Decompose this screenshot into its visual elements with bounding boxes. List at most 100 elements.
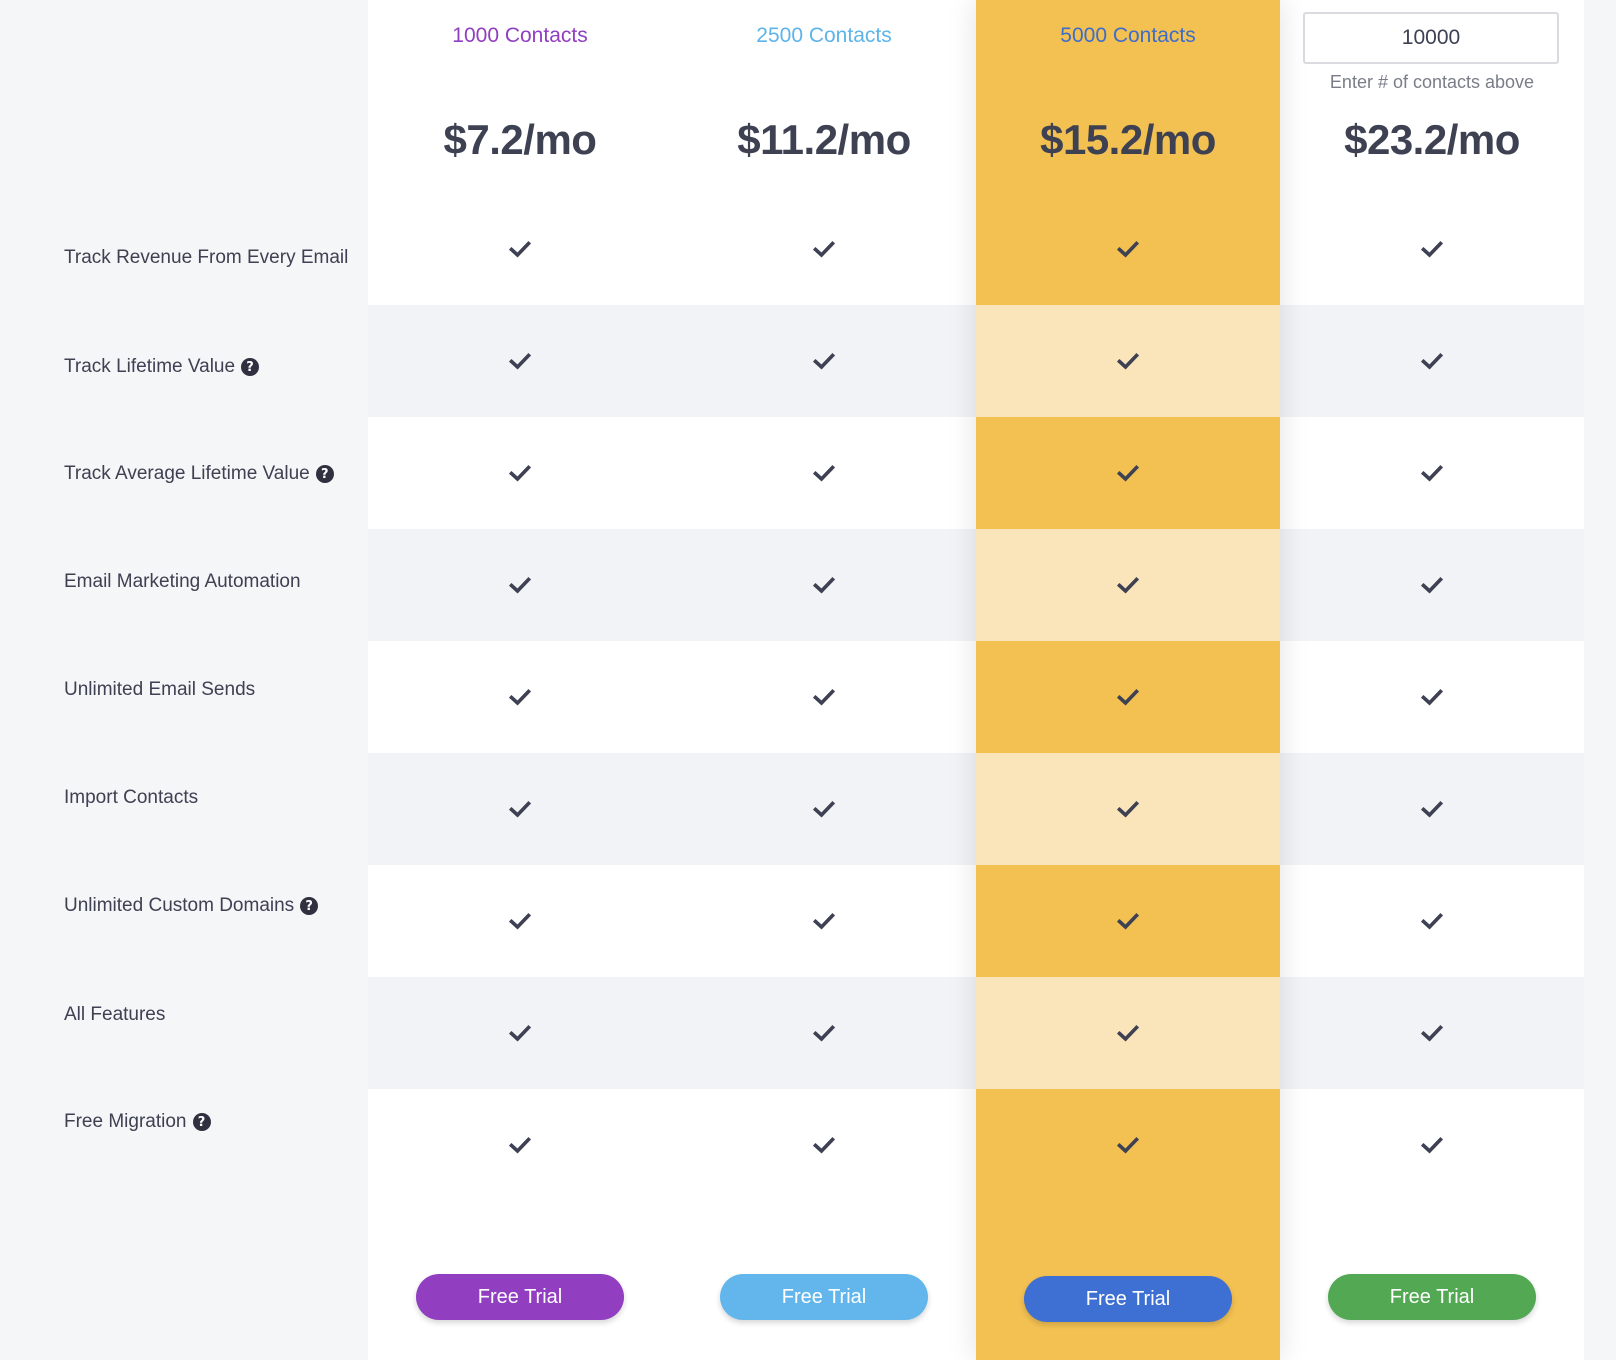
plan-title: 2500 Contacts	[756, 24, 892, 47]
feature-label: Track Average Lifetime Value?	[64, 463, 334, 485]
feature-check-cell	[672, 865, 976, 977]
feature-check-cell	[1280, 865, 1584, 977]
check-icon	[812, 352, 836, 370]
check-icon	[1420, 688, 1444, 706]
feature-check-cell	[1280, 417, 1584, 529]
feature-check-cell	[976, 865, 1280, 977]
check-icon	[508, 464, 532, 482]
check-icon	[508, 240, 532, 258]
check-icon	[508, 800, 532, 818]
feature-label: Track Revenue From Every Email	[64, 247, 348, 269]
feature-check-cell	[976, 977, 1280, 1089]
question-circle-icon[interactable]: ?	[241, 358, 260, 376]
feature-check-cell	[976, 193, 1280, 305]
check-icon	[1420, 352, 1444, 370]
feature-check-cell	[1280, 1089, 1584, 1201]
feature-label: Unlimited Custom Domains?	[64, 895, 319, 917]
feature-label-text: Track Average Lifetime Value	[64, 463, 310, 484]
feature-check-cell	[976, 753, 1280, 865]
check-icon	[1116, 688, 1140, 706]
contacts-count-input[interactable]	[1303, 12, 1559, 64]
check-icon	[1116, 464, 1140, 482]
feature-check-cell	[368, 417, 672, 529]
feature-check-cell	[1280, 641, 1584, 753]
feature-check-cell	[1280, 305, 1584, 417]
plan-title: 5000 Contacts	[1060, 24, 1196, 47]
feature-check-cell	[672, 305, 976, 417]
feature-check-cell	[368, 753, 672, 865]
feature-check-cell	[672, 753, 976, 865]
check-icon	[1116, 1136, 1140, 1154]
plan-title: 1000 Contacts	[452, 24, 588, 47]
feature-label: Email Marketing Automation	[64, 571, 301, 593]
feature-check-cell	[976, 641, 1280, 753]
feature-check-cell	[368, 977, 672, 1089]
plan-column: 1000 Contacts $7.2/mo Free Trial	[368, 0, 672, 1360]
feature-label: Track Lifetime Value?	[64, 356, 260, 378]
feature-check-cell	[976, 529, 1280, 641]
plan-price: $15.2/mo	[1040, 116, 1216, 163]
plan-price: $11.2/mo	[737, 116, 911, 163]
question-circle-icon[interactable]: ?	[300, 897, 319, 915]
feature-check-cell	[1280, 529, 1584, 641]
feature-label: Free Migration?	[64, 1111, 211, 1133]
question-circle-icon[interactable]: ?	[315, 465, 334, 483]
feature-check-cell	[1280, 977, 1584, 1089]
feature-label-text: All Features	[64, 1004, 166, 1025]
check-icon	[1420, 576, 1444, 594]
check-icon	[1420, 240, 1444, 258]
check-icon	[1116, 800, 1140, 818]
check-icon	[1420, 1024, 1444, 1042]
plan-price: $23.2/mo	[1344, 116, 1520, 163]
check-icon	[508, 1136, 532, 1154]
check-icon	[812, 1024, 836, 1042]
check-icon	[1420, 1136, 1444, 1154]
feature-check-cell	[368, 305, 672, 417]
check-icon	[1420, 464, 1444, 482]
check-icon	[1420, 912, 1444, 930]
check-icon	[812, 688, 836, 706]
check-icon	[1116, 1024, 1140, 1042]
check-icon	[812, 240, 836, 258]
feature-check-cell	[368, 193, 672, 305]
question-circle-icon[interactable]: ?	[192, 1113, 211, 1131]
feature-check-cell	[672, 641, 976, 753]
free-trial-button[interactable]: Free Trial	[720, 1274, 928, 1320]
plan-price: $7.2/mo	[443, 116, 597, 163]
feature-list: Track Revenue From Every Email Track Life…	[0, 0, 368, 1360]
free-trial-button[interactable]: Free Trial	[416, 1274, 624, 1320]
feature-label-text: Track Lifetime Value	[64, 356, 236, 377]
feature-check-cell	[672, 977, 976, 1089]
feature-label: Unlimited Email Sends	[64, 679, 255, 701]
feature-label: All Features	[64, 1004, 165, 1026]
check-icon	[1420, 800, 1444, 818]
check-icon	[508, 688, 532, 706]
check-icon	[1116, 912, 1140, 930]
feature-label-text: Email Marketing Automation	[64, 571, 301, 592]
feature-label-text: Unlimited Email Sends	[64, 679, 256, 700]
feature-check-cell	[368, 641, 672, 753]
plan-column: 2500 Contacts $11.2/mo Free Trial	[672, 0, 976, 1360]
feature-check-cell	[672, 417, 976, 529]
check-icon	[508, 576, 532, 594]
feature-check-cell	[976, 417, 1280, 529]
feature-check-cell	[976, 1089, 1280, 1201]
feature-check-cell	[368, 865, 672, 977]
feature-check-cell	[976, 305, 1280, 417]
check-icon	[812, 912, 836, 930]
feature-check-cell	[368, 1089, 672, 1201]
feature-label: Import Contacts	[64, 787, 198, 809]
feature-label-text: Import Contacts	[64, 787, 199, 808]
check-icon	[812, 464, 836, 482]
plan-column-custom: Enter # of contacts above $23.2/mo Free Tr…	[1280, 0, 1584, 1360]
feature-check-cell	[672, 193, 976, 305]
feature-check-cell	[368, 529, 672, 641]
free-trial-button[interactable]: Free Trial	[1024, 1276, 1232, 1322]
feature-label-text: Track Revenue From Every Email	[64, 247, 349, 268]
feature-check-cell	[1280, 753, 1584, 865]
free-trial-button[interactable]: Free Trial	[1328, 1274, 1536, 1320]
check-icon	[508, 912, 532, 930]
check-icon	[812, 800, 836, 818]
contacts-input-hint: Enter # of contacts above	[1329, 72, 1535, 92]
check-icon	[812, 1136, 836, 1154]
